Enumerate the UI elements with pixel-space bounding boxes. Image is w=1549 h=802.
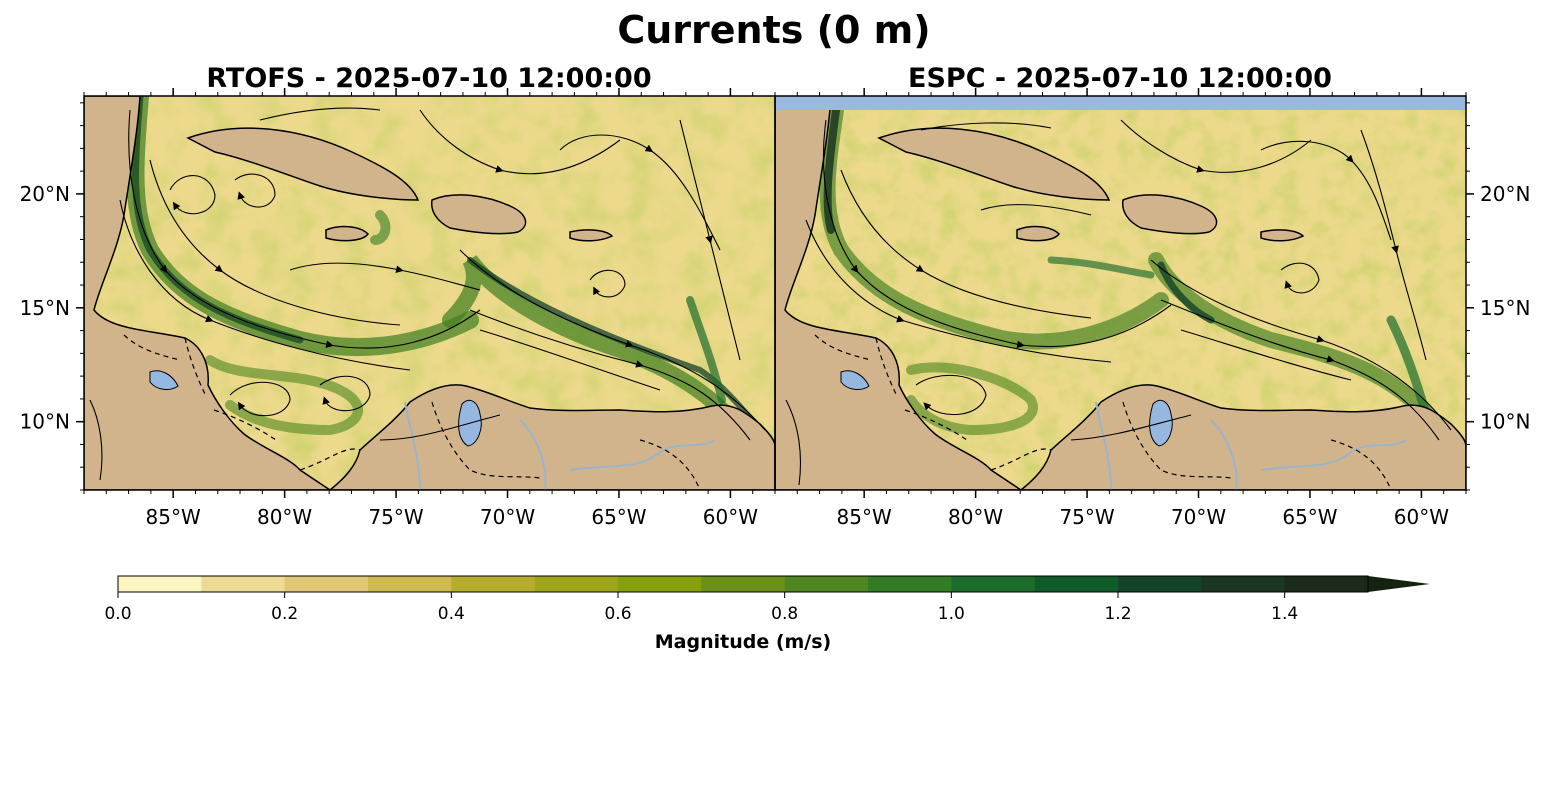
colorbar-segment	[618, 576, 702, 592]
streamlines	[785, 119, 1452, 486]
figure-title: Currents (0 m)	[617, 8, 930, 52]
colorbar-tick-label: 1.2	[1104, 604, 1131, 624]
colorbar-segment	[534, 576, 619, 592]
colorbar-tick-label: 1.4	[1271, 604, 1298, 624]
colorbar-tick-label: 0.2	[271, 604, 298, 624]
lat-tick-label: 20°N	[1480, 182, 1530, 206]
colorbar-tick-label: 0.6	[604, 604, 631, 624]
lon-tick-label: 60°W	[1394, 505, 1449, 529]
lat-tick-label: 15°N	[20, 296, 70, 320]
lon-tick-label: 75°W	[368, 505, 423, 529]
colorbar-label: Magnitude (m/s)	[655, 631, 832, 653]
colorbar-segment	[868, 576, 952, 592]
colorbar-frame	[117, 575, 1369, 593]
lon-tick-label: 75°W	[1059, 505, 1114, 529]
colorbar-segment	[284, 576, 369, 592]
colorbar-tick-label: 0.8	[771, 604, 798, 624]
colorbar-segment	[451, 576, 536, 592]
lat-tick-label: 15°N	[1480, 296, 1530, 320]
lat-tick-label: 10°N	[1480, 410, 1530, 434]
no-data-band	[775, 96, 1466, 110]
colorbar-segment	[951, 576, 1036, 592]
panel-title-espc: ESPC - 2025-07-10 12:00:00	[908, 63, 1332, 94]
panel-title-rtofs: RTOFS - 2025-07-10 12:00:00	[206, 63, 651, 94]
lon-tick-label: 80°W	[948, 505, 1003, 529]
lat-tick-label: 10°N	[20, 410, 70, 434]
colorbar-tick-label: 0.4	[438, 604, 465, 624]
colorbar-segment	[201, 576, 286, 592]
colorbar-tick-label: 0.0	[104, 604, 131, 624]
lon-tick-label: 70°W	[1171, 505, 1226, 529]
colorbar-segment	[1201, 576, 1286, 592]
lon-tick-label: 85°W	[837, 505, 892, 529]
colorbar-extend-arrow	[1368, 576, 1430, 592]
colorbar-segment	[1284, 576, 1369, 592]
map-axes: 85°W 80°W 75°W 70°W 65°W 60°W 20°N 15°N 10°N 85°W…	[20, 88, 1530, 529]
lon-tick-label: 65°W	[1282, 505, 1337, 529]
frame-espc	[774, 95, 1467, 491]
colorbar-tick-label: 1.0	[938, 604, 965, 624]
lon-tick-label: 60°W	[703, 505, 758, 529]
lon-tick-label: 70°W	[480, 505, 535, 529]
map-panel-rtofs	[84, 96, 775, 490]
lon-tick-label: 85°W	[146, 505, 201, 529]
colorbar-segment	[1118, 576, 1202, 592]
colorbar-segment	[701, 576, 786, 592]
colorbar-segment	[784, 576, 869, 592]
lon-tick-label: 65°W	[591, 505, 646, 529]
map-panel-espc	[775, 96, 1466, 490]
lat-tick-label: 20°N	[20, 182, 70, 206]
colorbar: 0.0 0.2 0.4 0.6 0.8 1.0 1.2 1.4 Magnitude (m/s)	[104, 575, 1430, 653]
streamlines	[89, 107, 766, 481]
colorbar-segment	[118, 576, 202, 592]
colorbar-segment	[1034, 576, 1119, 592]
colorbar-segment	[368, 576, 452, 592]
lon-tick-label: 80°W	[257, 505, 312, 529]
